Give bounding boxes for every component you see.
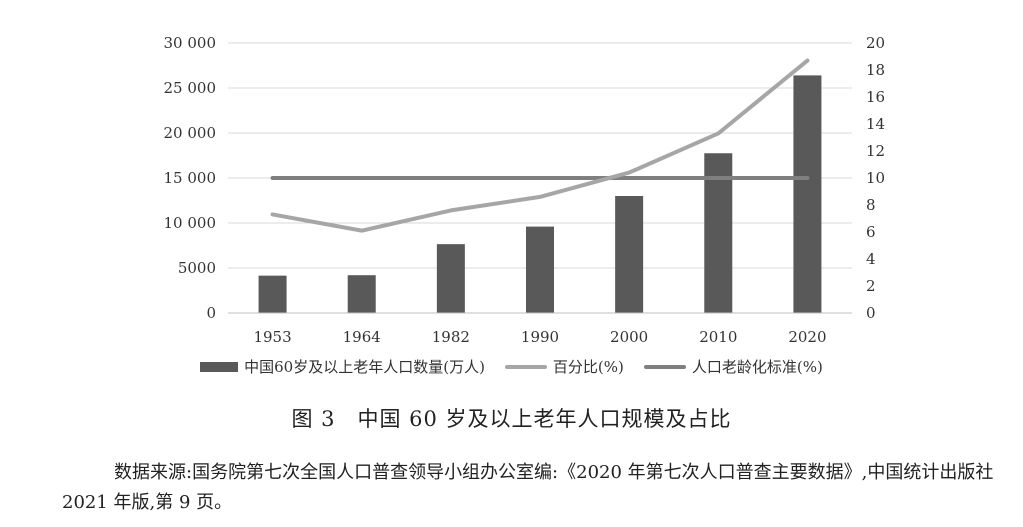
legend-label-standard: 人口老龄化标准(%) — [691, 358, 823, 376]
legend-swatch-standard — [643, 364, 686, 369]
right-tick-label: 8 — [866, 196, 876, 214]
left-tick-label: 25 000 — [164, 79, 217, 97]
right-tick-label: 0 — [866, 304, 876, 322]
bar — [347, 275, 376, 313]
x-tick-label: 1990 — [521, 328, 559, 346]
left-tick-label: 15 000 — [164, 169, 217, 187]
legend-item-percent: 百分比(%) — [504, 356, 624, 377]
figure-caption: 图 3 中国 60 岁及以上老年人口规模及占比 — [291, 407, 732, 431]
x-tick-label: 1953 — [253, 328, 291, 346]
right-axis: 0 2 4 6 8 10 12 14 16 18 20 — [866, 34, 885, 322]
x-tick-label: 2020 — [788, 328, 826, 346]
bar — [526, 226, 554, 313]
legend-item-standard: 人口老龄化标准(%) — [643, 356, 823, 377]
line-series — [270, 58, 810, 233]
legend-item-population: 中国60岁及以上老年人口数量(万人) — [200, 356, 485, 377]
legend-swatch-bar — [200, 361, 239, 372]
legend-swatch-percent — [504, 364, 547, 369]
right-tick-label: 20 — [866, 34, 885, 52]
bar — [793, 75, 822, 314]
bar — [436, 244, 465, 313]
left-tick-label: 30 000 — [164, 34, 217, 52]
bar — [258, 275, 287, 313]
legend-label-population: 中国60岁及以上老年人口数量(万人) — [244, 358, 485, 376]
left-tick-label: 20 000 — [164, 124, 217, 142]
left-tick-label: 10 000 — [164, 214, 217, 232]
left-tick-label: 5000 — [178, 259, 216, 277]
right-tick-label: 10 — [866, 169, 885, 187]
source-note: 数据来源:国务院第七次全国人口普查领导小组办公室编:《2020 年第七次人口普查… — [62, 462, 994, 513]
right-tick-label: 4 — [866, 250, 876, 268]
x-tick-label: 2000 — [610, 328, 648, 346]
x-tick-label: 1982 — [432, 328, 470, 346]
right-tick-label: 14 — [866, 115, 885, 133]
legend: 中国60岁及以上老年人口数量(万人) 百分比(%) 人口老龄化标准(%) — [0, 356, 1023, 377]
x-tick-label: 1964 — [343, 328, 381, 346]
right-tick-label: 2 — [866, 277, 876, 295]
percent-line — [270, 58, 810, 233]
left-tick-label: 0 — [206, 304, 216, 322]
x-tick-label: 2010 — [699, 328, 737, 346]
right-tick-label: 18 — [866, 61, 885, 79]
right-tick-label: 6 — [866, 223, 876, 241]
left-axis: 0 5000 10 000 15 000 20 000 25 000 30 000 — [164, 34, 217, 322]
right-tick-label: 12 — [866, 142, 885, 160]
legend-label-percent: 百分比(%) — [552, 358, 624, 376]
x-axis: 1953 1964 1982 1990 2000 2010 2020 — [228, 312, 852, 346]
right-tick-label: 16 — [866, 88, 885, 106]
bar-series — [258, 75, 822, 314]
bar — [615, 196, 644, 313]
chart: 0 5000 10 000 15 000 20 000 25 000 30 000 0 2 4 6… — [164, 34, 886, 346]
